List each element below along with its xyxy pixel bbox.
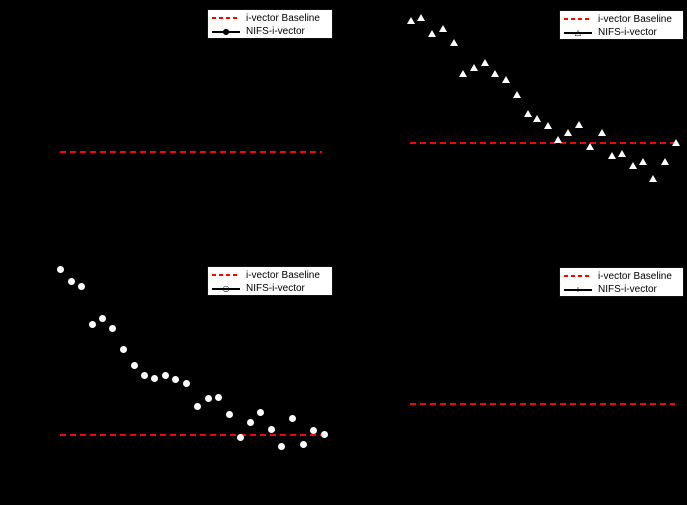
- scatter-point-white-circle: [78, 282, 85, 290]
- scatter-point-white-circle: [183, 379, 190, 387]
- red-dashed-line-icon: [212, 269, 240, 282]
- scatter-point-white-circle: [268, 425, 275, 433]
- baseline-line: [410, 141, 676, 144]
- red-dashed-line-icon: [212, 12, 240, 25]
- scatter-point-white-triangle: [439, 25, 447, 32]
- legend-label-baseline: i-vector Baseline: [246, 13, 320, 24]
- legend-label-baseline: i-vector Baseline: [598, 14, 672, 25]
- scatter-point-white-circle: [289, 414, 296, 422]
- scatter-point-white-circle: [120, 345, 127, 353]
- legend-row-baseline: i-vector Baseline: [212, 269, 330, 282]
- plus-marker-icon: +: [564, 283, 592, 296]
- scatter-point-white-circle: [151, 374, 158, 382]
- scatter-point-white-triangle: [564, 129, 572, 136]
- baseline-line: [60, 433, 325, 436]
- scatter-point-white-circle: [162, 371, 169, 379]
- baseline-line: [410, 402, 675, 405]
- legend-top-right: i-vector Baseline △ NIFS-i-vector: [559, 10, 684, 40]
- scatter-point-white-triangle: [575, 121, 583, 128]
- legend-label-nifs: NIFS-i-vector: [598, 284, 657, 295]
- scatter-point-white-triangle: [629, 162, 637, 169]
- scatter-point-white-circle: [205, 394, 212, 402]
- baseline-line: [60, 150, 322, 153]
- scatter-point-white-triangle: [417, 14, 425, 21]
- scatter-point-white-circle: [141, 371, 148, 379]
- scatter-point-white-triangle: [491, 70, 499, 77]
- scatter-point-white-circle: [300, 440, 307, 448]
- scatter-point-white-triangle: [407, 17, 415, 24]
- scatter-point-white-circle: [89, 320, 96, 328]
- scatter-point-white-circle: [257, 408, 264, 416]
- open-triangle-marker-icon: △: [564, 26, 592, 39]
- scatter-point-white-triangle: [502, 76, 510, 83]
- legend-label-nifs: NIFS-i-vector: [598, 27, 657, 38]
- scatter-point-white-triangle: [639, 158, 647, 165]
- scatter-point-white-triangle: [554, 136, 562, 143]
- scatter-point-white-circle: [310, 426, 317, 434]
- scatter-point-white-triangle: [598, 129, 606, 136]
- scatter-point-white-triangle: [672, 139, 680, 146]
- legend-row-nifs: ○ NIFS-i-vector: [212, 282, 330, 295]
- filled-circle-marker-icon: ●: [212, 25, 240, 38]
- scatter-point-white-triangle: [649, 175, 657, 182]
- scatter-point-white-triangle: [481, 59, 489, 66]
- scatter-point-white-triangle: [459, 70, 467, 77]
- scatter-point-white-circle: [109, 324, 116, 332]
- scatter-point-white-triangle: [470, 64, 478, 71]
- scatter-point-white-circle: [131, 361, 138, 369]
- scatter-point-white-triangle: [661, 158, 669, 165]
- legend-row-nifs: △ NIFS-i-vector: [564, 26, 681, 39]
- scatter-point-white-circle: [99, 314, 106, 322]
- legend-bottom-right: i-vector Baseline + NIFS-i-vector: [559, 267, 684, 297]
- scatter-point-white-triangle: [513, 91, 521, 98]
- legend-label-nifs: NIFS-i-vector: [246, 283, 305, 294]
- legend-row-baseline: i-vector Baseline: [564, 270, 681, 283]
- scatter-point-white-triangle: [586, 143, 594, 150]
- open-circle-marker-icon: ○: [212, 282, 240, 295]
- legend-row-baseline: i-vector Baseline: [564, 13, 681, 26]
- red-dashed-line-icon: [564, 270, 592, 283]
- legend-label-baseline: i-vector Baseline: [246, 270, 320, 281]
- scatter-point-white-triangle: [608, 152, 616, 159]
- scatter-point-white-circle: [321, 430, 328, 438]
- legend-top-left: i-vector Baseline ● NIFS-i-vector: [207, 9, 333, 39]
- scatter-point-white-circle: [172, 375, 179, 383]
- scatter-point-white-circle: [278, 442, 285, 450]
- scatter-point-white-circle: [57, 265, 64, 273]
- scatter-point-white-triangle: [618, 150, 626, 157]
- legend-row-nifs: ● NIFS-i-vector: [212, 25, 330, 38]
- scatter-point-white-circle: [215, 393, 222, 401]
- scatter-point-white-circle: [247, 418, 254, 426]
- legend-row-nifs: + NIFS-i-vector: [564, 283, 681, 296]
- scatter-point-white-triangle: [450, 39, 458, 46]
- scatter-point-white-circle: [194, 402, 201, 410]
- legend-bottom-left: i-vector Baseline ○ NIFS-i-vector: [207, 266, 333, 296]
- scatter-point-white-triangle: [524, 110, 532, 117]
- scatter-point-white-triangle: [428, 30, 436, 37]
- scatter-point-white-circle: [68, 277, 75, 285]
- scatter-point-white-triangle: [544, 122, 552, 129]
- scatter-point-white-triangle: [533, 115, 541, 122]
- scatter-point-white-circle: [226, 410, 233, 418]
- legend-label-nifs: NIFS-i-vector: [246, 26, 305, 37]
- legend-label-baseline: i-vector Baseline: [598, 271, 672, 282]
- red-dashed-line-icon: [564, 13, 592, 26]
- scatter-point-white-circle: [237, 433, 244, 441]
- legend-row-baseline: i-vector Baseline: [212, 12, 330, 25]
